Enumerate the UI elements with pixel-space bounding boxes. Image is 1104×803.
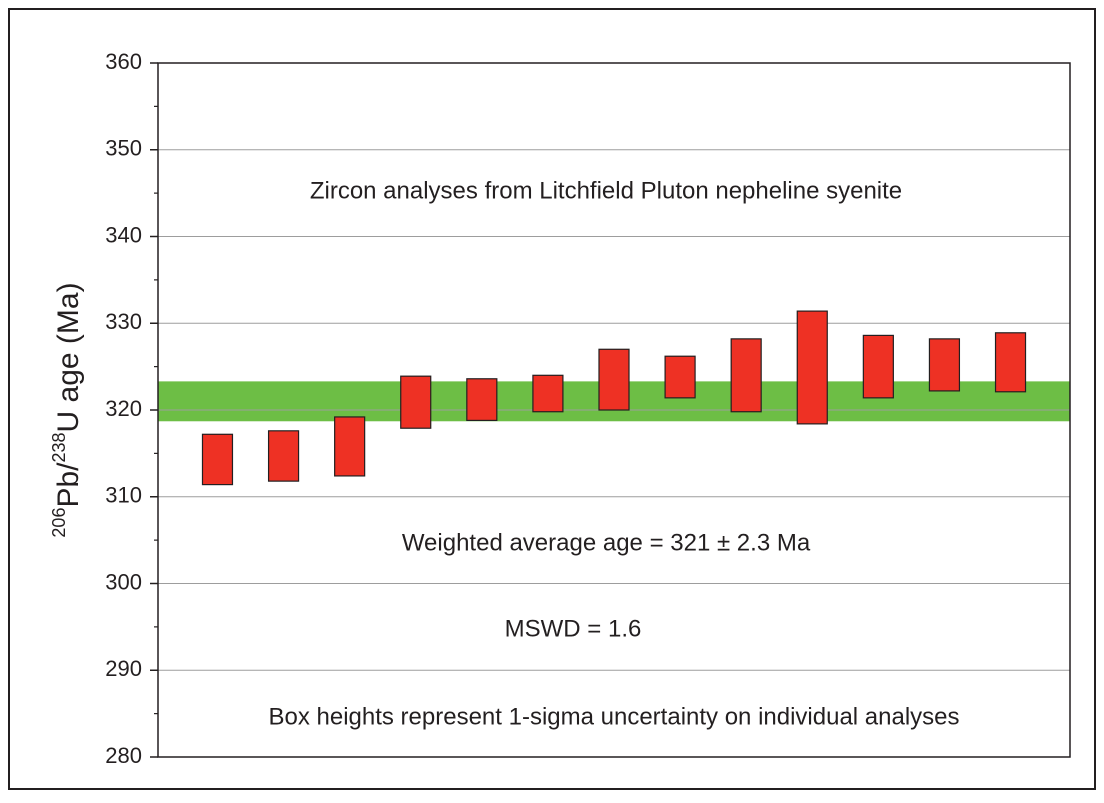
analysis-box xyxy=(400,375,432,429)
analysis-box xyxy=(796,310,828,425)
y-tick-label: 280 xyxy=(105,743,142,768)
analysis-box xyxy=(994,332,1027,393)
analysis-box xyxy=(532,374,564,413)
annotation: Box heights represent 1-sigma uncertaint… xyxy=(268,703,959,730)
y-tick-label: 350 xyxy=(105,136,142,161)
annotation: MSWD = 1.6 xyxy=(505,615,642,642)
annotation: Weighted average age = 321 ± 2.3 Ma xyxy=(402,529,811,556)
analysis-box xyxy=(598,348,630,411)
analysis-box xyxy=(466,378,498,422)
analysis-box xyxy=(730,338,762,413)
plot-border xyxy=(157,62,1071,758)
superscript: 206 xyxy=(49,508,69,538)
analysis-box xyxy=(267,430,300,482)
annotation: Zircon analyses from Litchfield Pluton n… xyxy=(310,177,902,204)
y-tick-label: 330 xyxy=(105,309,142,334)
label-part: Pb/ xyxy=(52,462,85,508)
y-tick-label: 360 xyxy=(105,49,142,74)
analysis-box xyxy=(664,355,696,399)
analysis-box xyxy=(201,433,234,486)
y-tick-label: 340 xyxy=(105,222,142,247)
y-axis-label: 206Pb/238U age (Ma) xyxy=(49,282,85,537)
marks xyxy=(201,310,1027,486)
analysis-box xyxy=(334,416,366,477)
y-tick-label: 310 xyxy=(105,483,142,508)
label-part: U age (Ma) xyxy=(52,282,85,432)
y-tick-label: 320 xyxy=(105,396,142,421)
y-tick-label: 300 xyxy=(105,569,142,594)
analysis-box xyxy=(862,334,894,399)
y-tick-label: 290 xyxy=(105,656,142,681)
superscript: 238 xyxy=(49,432,69,462)
analysis-box xyxy=(928,338,961,392)
